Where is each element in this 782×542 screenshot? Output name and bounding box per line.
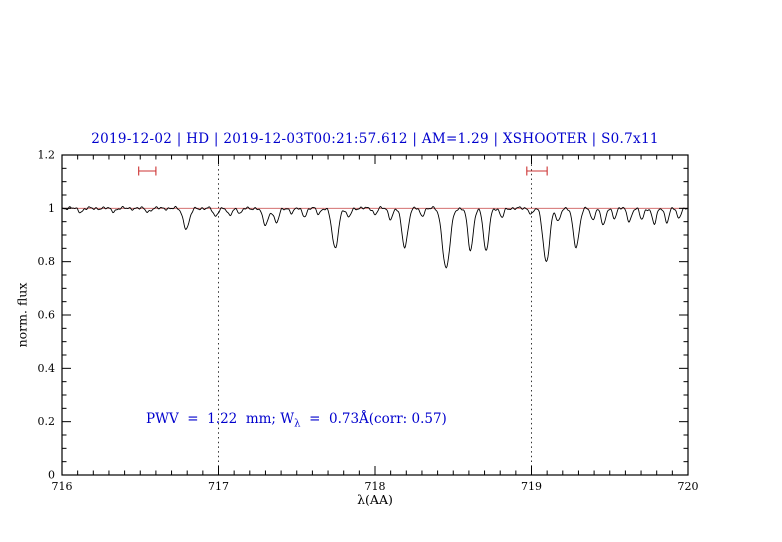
x-tick-label: 716 [52,480,73,493]
annotation-post: = 0.73Å(corr: 0.57) [300,411,447,427]
pwv-annotation: PWV = 1.22 mm; Wλ = 0.73Å(corr: 0.57) [146,411,447,430]
y-axis-label: norm. flux [14,282,30,348]
y-tick-label: 1 [48,202,55,215]
x-tick-label: 719 [521,480,542,493]
x-tick-label: 718 [365,480,386,493]
x-tick-label: 720 [678,480,699,493]
y-tick-label: 0.8 [38,255,56,268]
interval-marker [138,166,157,176]
annotation-pre: PWV = 1.22 mm; W [146,411,295,427]
y-tick-label: 0.6 [38,309,56,322]
y-tick-label: 1.2 [38,149,56,162]
x-tick-label: 717 [208,480,229,493]
interval-marker [526,166,548,176]
x-axis-label: λ(AA) [357,492,393,507]
annotation-lambda-sub: λ [294,418,301,430]
y-tick-label: 0 [48,469,55,482]
spectrum-line [61,205,689,269]
plot-title: 2019-12-02 | HD | 2019-12-03T00:21:57.61… [91,131,659,147]
plot-frame [61,154,689,476]
y-tick-label: 0.4 [38,362,56,375]
y-tick-label: 0.2 [38,415,56,428]
